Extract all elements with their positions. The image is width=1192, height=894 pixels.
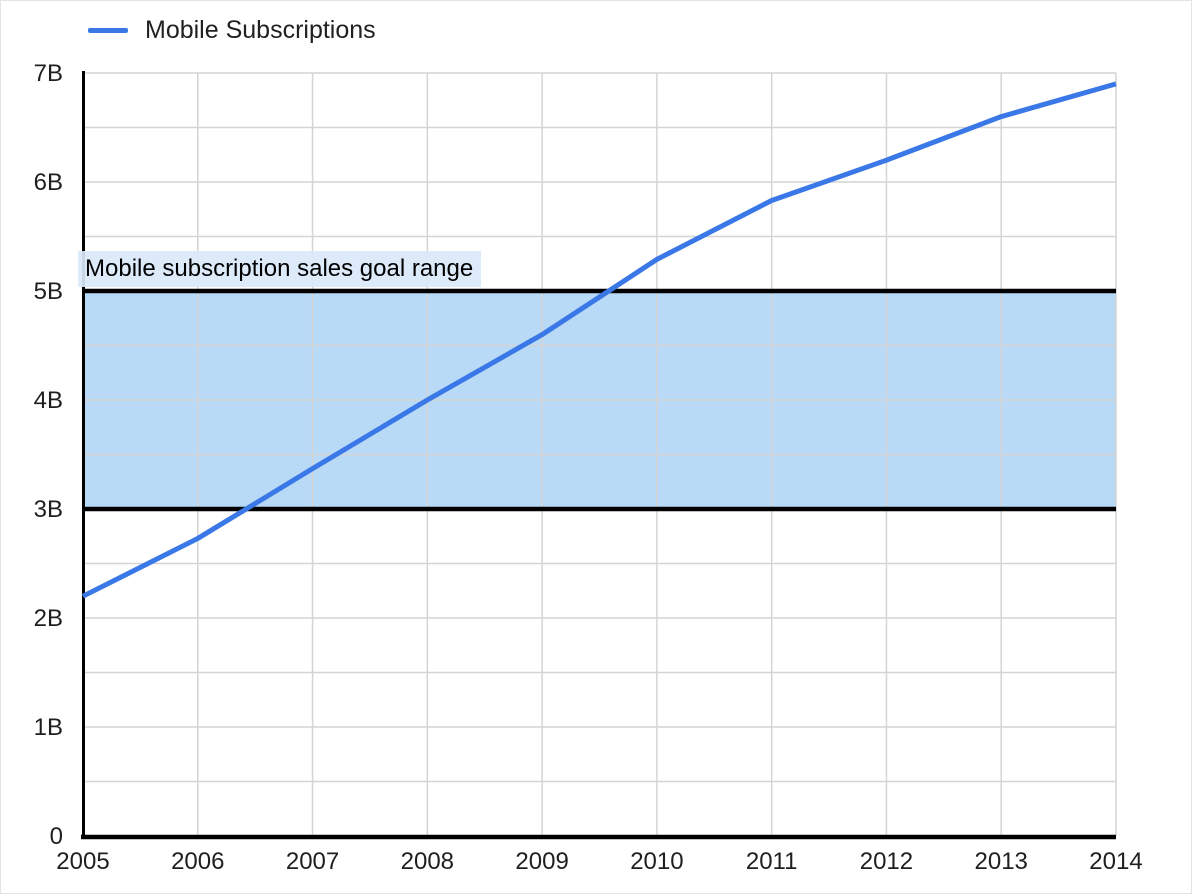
x-tick-label: 2007	[286, 848, 339, 875]
y-tick-label: 7B	[34, 60, 63, 87]
y-tick-label: 6B	[34, 169, 63, 196]
x-tick-label: 2012	[860, 848, 913, 875]
series-line-mobile-subscriptions	[81, 81, 1117, 599]
y-tick-label: 0	[50, 823, 63, 850]
x-tick-label: 2009	[515, 848, 568, 875]
x-tick-label: 2014	[1089, 848, 1142, 875]
goal-range-annotation: Mobile subscription sales goal range	[78, 251, 482, 287]
y-tick-label: 3B	[34, 496, 63, 523]
y-tick-label: 4B	[34, 387, 63, 414]
x-tick-label: 2011	[746, 848, 798, 875]
legend-line-swatch	[88, 27, 128, 33]
x-tick-label: 2010	[630, 848, 683, 875]
y-tick-label: 1B	[34, 714, 63, 741]
legend-series-label: Mobile Subscriptions	[145, 15, 376, 44]
x-tick-label: 2006	[171, 848, 224, 875]
x-tick-label: 2013	[975, 848, 1028, 875]
y-tick-label: 5B	[34, 278, 63, 305]
y-tick-label: 2B	[34, 605, 63, 632]
legend: Mobile Subscriptions	[88, 14, 376, 46]
x-tick-label: 2008	[401, 848, 454, 875]
x-tick-label: 2005	[56, 848, 109, 875]
